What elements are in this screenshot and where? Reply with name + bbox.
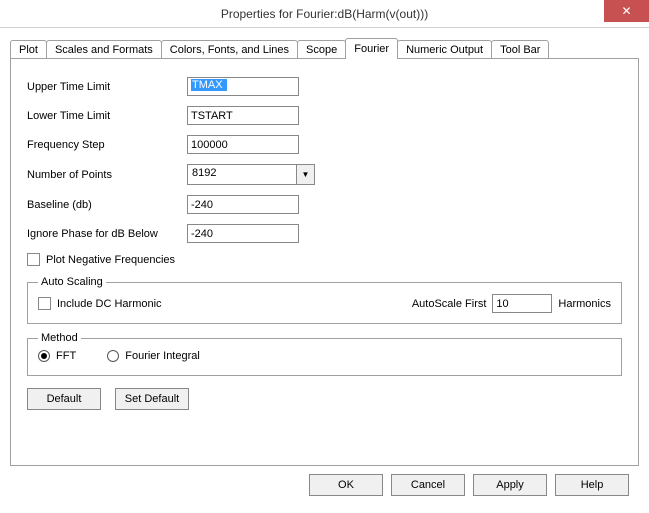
method-fft-label: FFT: [56, 350, 76, 362]
tab-numeric-output[interactable]: Numeric Output: [397, 40, 492, 59]
tab-strip: Plot Scales and Formats Colors, Fonts, a…: [10, 36, 639, 58]
close-button[interactable]: ✕: [604, 0, 649, 22]
checkbox-icon: [38, 297, 51, 310]
auto-scaling-group: Auto Scaling Include DC Harmonic AutoSca…: [27, 276, 622, 324]
default-button[interactable]: Default: [27, 388, 101, 410]
tab-fourier[interactable]: Fourier: [345, 38, 398, 59]
autoscale-suffix: Harmonics: [558, 298, 611, 310]
number-of-points-select[interactable]: 8192 ▼: [187, 164, 315, 185]
set-default-button[interactable]: Set Default: [115, 388, 189, 410]
frequency-step-input[interactable]: [187, 135, 299, 154]
radio-icon: [38, 350, 50, 362]
include-dc-label: Include DC Harmonic: [57, 298, 162, 310]
dialog-button-row: OK Cancel Apply Help: [10, 466, 639, 496]
tab-colors-fonts-lines[interactable]: Colors, Fonts, and Lines: [161, 40, 298, 59]
label-frequency-step: Frequency Step: [27, 139, 187, 151]
tab-panel-fourier: Upper Time Limit TMAX Lower Time Limit F…: [10, 58, 639, 466]
lower-time-limit-input[interactable]: [187, 106, 299, 125]
label-number-of-points: Number of Points: [27, 169, 187, 181]
checkbox-icon: [27, 253, 40, 266]
dialog-body: Plot Scales and Formats Colors, Fonts, a…: [0, 28, 649, 506]
autoscale-first-input[interactable]: [492, 294, 552, 313]
method-fourier-integral-label: Fourier Integral: [125, 350, 200, 362]
include-dc-checkbox[interactable]: Include DC Harmonic: [38, 297, 162, 310]
tab-toolbar[interactable]: Tool Bar: [491, 40, 549, 59]
radio-icon: [107, 350, 119, 362]
chevron-down-icon[interactable]: ▼: [297, 164, 315, 185]
upper-time-limit-value: TMAX: [191, 79, 227, 91]
tab-plot[interactable]: Plot: [10, 40, 47, 59]
method-fourier-integral-radio[interactable]: Fourier Integral: [107, 350, 200, 362]
number-of-points-value: 8192: [187, 164, 297, 185]
method-group: Method FFT Fourier Integral: [27, 332, 622, 376]
cancel-button[interactable]: Cancel: [391, 474, 465, 496]
window-title: Properties for Fourier:dB(Harm(v(out))): [221, 7, 428, 21]
close-icon: ✕: [621, 4, 631, 18]
label-lower-time-limit: Lower Time Limit: [27, 110, 187, 122]
ok-button[interactable]: OK: [309, 474, 383, 496]
method-legend: Method: [38, 332, 81, 344]
auto-scaling-legend: Auto Scaling: [38, 276, 106, 288]
apply-button[interactable]: Apply: [473, 474, 547, 496]
upper-time-limit-input[interactable]: TMAX: [187, 77, 299, 96]
baseline-db-input[interactable]: [187, 195, 299, 214]
label-baseline-db: Baseline (db): [27, 199, 187, 211]
tab-scales-formats[interactable]: Scales and Formats: [46, 40, 162, 59]
label-ignore-phase: Ignore Phase for dB Below: [27, 228, 187, 240]
tab-scope[interactable]: Scope: [297, 40, 346, 59]
label-upper-time-limit: Upper Time Limit: [27, 81, 187, 93]
plot-negative-checkbox[interactable]: Plot Negative Frequencies: [27, 253, 175, 266]
ignore-phase-input[interactable]: [187, 224, 299, 243]
title-bar: Properties for Fourier:dB(Harm(v(out))) …: [0, 0, 649, 28]
help-button[interactable]: Help: [555, 474, 629, 496]
plot-negative-label: Plot Negative Frequencies: [46, 254, 175, 266]
autoscale-first-label: AutoScale First: [412, 298, 487, 310]
method-fft-radio[interactable]: FFT: [38, 350, 76, 362]
